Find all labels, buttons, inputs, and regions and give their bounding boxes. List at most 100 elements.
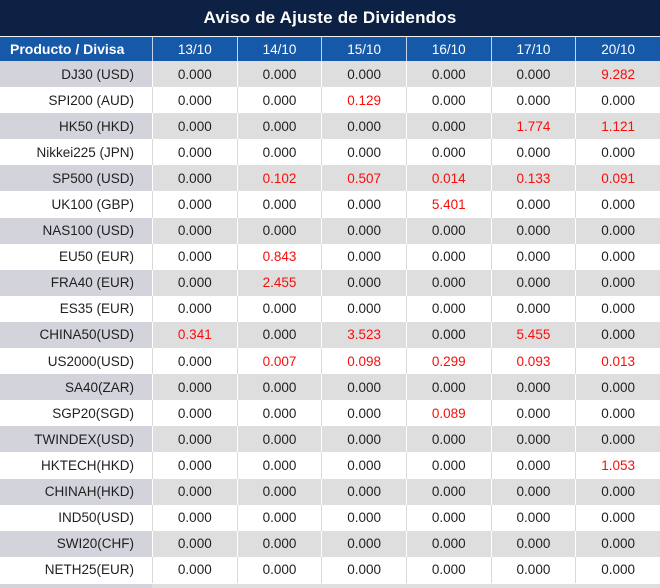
value-cell: 0.133 [490,165,576,192]
value-cell: 2.455 [236,269,322,296]
value-cell: 0.000 [490,452,576,479]
value-cell: 0.000 [405,139,491,166]
value-cell: 0.000 [321,400,406,427]
value-cell: 0.000 [490,400,576,427]
page-title: Aviso de Ajuste de Dividendos [203,8,457,27]
value-cell: 0.000 [575,400,660,427]
value-cell: 0.000 [405,426,491,453]
product-cell: SWI20(CHF) [0,530,152,557]
value-cell: 0.000 [236,139,322,166]
table-row: SA40(ZAR) 0.000 0.000 0.000 0.000 0.000 0.000 [0,374,660,401]
value-cell: 0.000 [405,478,491,505]
product-cell: CHINAH(HKD) [0,478,152,505]
value-cell: 0.000 [575,530,660,557]
product-cell: UK100 (GBP) [0,191,152,218]
value-cell: 0.091 [575,165,660,192]
table-row: FRA40 (EUR) 0.000 2.455 0.000 0.000 0.000 0.00… [0,269,660,296]
value-cell: 0.000 [152,243,237,270]
value-cell: 0.000 [321,504,406,531]
value-cell: 0.000 [490,556,576,583]
value-cell: 1.121 [575,113,660,140]
table-row: NETH25(EUR) 0.000 0.000 0.000 0.000 0.000 0.00… [0,556,660,583]
value-cell: 0.000 [152,217,237,244]
value-cell: 0.000 [405,556,491,583]
date-header-20-10: 20/10 [575,36,660,61]
product-cell: CHINA50(USD) [0,321,152,349]
value-cell: 0.014 [405,165,491,192]
value-cell: 0.000 [490,374,576,401]
value-cell: 0.000 [321,426,406,453]
value-cell: 0.000 [490,139,576,166]
value-cell: 0.000 [236,61,322,88]
value-cell: 0.000 [321,556,406,583]
value-cell: 0.000 [490,530,576,557]
value-cell: 0.000 [321,139,406,166]
value-cell: 0.000 [152,113,237,140]
value-cell: 0.000 [490,426,576,453]
product-cell: Nikkei225 (JPN) [0,139,152,166]
value-cell: 0.000 [490,61,576,88]
value-cell: 0.000 [152,165,237,192]
table-row: DJ30 (USD) 0.000 0.000 0.000 0.000 0.000 9.282 [0,61,660,88]
value-cell: 0.000 [490,295,576,322]
value-cell: 0.000 [236,374,322,401]
value-cell: 0.000 [152,426,237,453]
value-cell: 0.299 [405,348,491,375]
product-cell: TWINDEX(USD) [0,426,152,453]
product-cell: HKTECH(HKD) [0,452,152,479]
value-cell: 0.000 [405,113,491,140]
value-cell: 0.007 [236,348,322,375]
value-cell: 0.000 [575,556,660,583]
product-cell: NAS100 (USD) [0,217,152,244]
value-cell: 0.013 [575,348,660,375]
table-row: UK100 (GBP) 0.000 0.000 0.000 5.401 0.000 0.00… [0,191,660,218]
value-cell: 0.000 [236,452,322,479]
table-row: US2000(USD) 0.000 0.007 0.098 0.299 0.093 0.01… [0,348,660,375]
value-cell: 0.000 [152,452,237,479]
product-cell: US2000(USD) [0,348,152,375]
product-cell: SP500 (USD) [0,165,152,192]
product-cell: NETH25(EUR) [0,556,152,583]
value-cell: 0.000 [490,87,576,114]
product-cell: SA40(ZAR) [0,374,152,401]
value-cell: 1.053 [575,452,660,479]
value-cell: 0.000 [575,478,660,505]
table-row: IND50(USD) 0.000 0.000 0.000 0.000 0.000 0.000 [0,504,660,531]
product-cell: FRA40 (EUR) [0,269,152,296]
value-cell: 0.000 [152,139,237,166]
bottom-strip-product-segment [0,583,152,588]
value-cell: 0.000 [236,113,322,140]
value-cell: 0.000 [321,113,406,140]
value-cell: 0.000 [236,400,322,427]
value-cell: 0.000 [321,217,406,244]
bottom-strip-values-segment [152,583,660,588]
value-cell: 0.000 [405,452,491,479]
value-cell: 0.000 [575,426,660,453]
value-cell: 0.000 [575,269,660,296]
value-cell: 0.000 [405,269,491,296]
product-cell: ES35 (EUR) [0,295,152,322]
value-cell: 0.000 [490,269,576,296]
value-cell: 0.000 [152,269,237,296]
value-cell: 0.341 [152,321,237,349]
value-cell: 0.000 [575,87,660,114]
table-row: ES35 (EUR) 0.000 0.000 0.000 0.000 0.000 0.000 [0,295,660,322]
table-row: EU50 (EUR) 0.000 0.843 0.000 0.000 0.000 0.000 [0,243,660,270]
value-cell: 0.129 [321,87,406,114]
table-row: SWI20(CHF) 0.000 0.000 0.000 0.000 0.000 0.000 [0,530,660,557]
value-cell: 0.000 [405,530,491,557]
value-cell: 0.000 [236,87,322,114]
value-cell: 0.507 [321,165,406,192]
value-cell: 0.000 [152,295,237,322]
value-cell: 3.523 [321,321,406,349]
value-cell: 0.000 [490,243,576,270]
value-cell: 0.000 [575,217,660,244]
value-cell: 0.000 [321,269,406,296]
table-row: CHINAH(HKD) 0.000 0.000 0.000 0.000 0.000 0.00… [0,478,660,505]
value-cell: 0.000 [321,295,406,322]
product-cell: IND50(USD) [0,504,152,531]
date-header-17-10: 17/10 [490,36,576,61]
value-cell: 0.000 [321,530,406,557]
value-cell: 1.774 [490,113,576,140]
value-cell: 0.000 [575,243,660,270]
